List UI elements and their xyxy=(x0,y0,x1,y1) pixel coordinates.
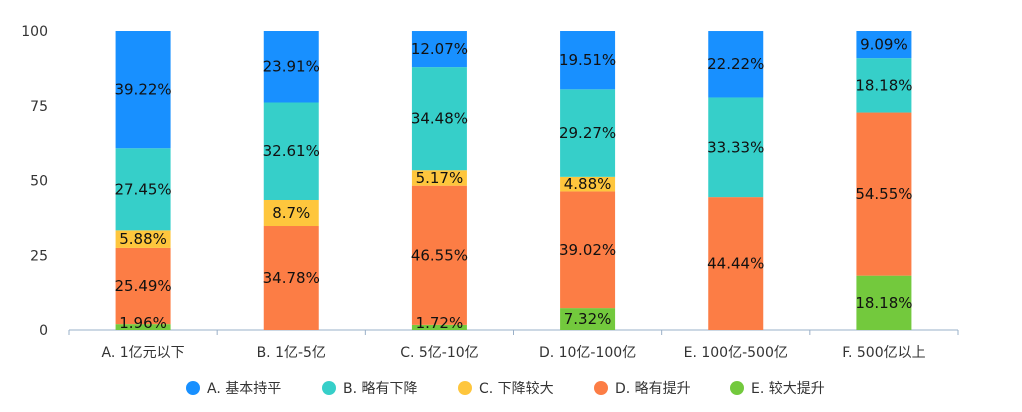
bar-segment[interactable] xyxy=(708,197,764,330)
legend-item[interactable]: D. 略有提升 xyxy=(594,381,691,397)
bar-segment[interactable] xyxy=(560,191,616,309)
data-label: 34.78% xyxy=(263,269,320,287)
x-tick-label: D. 10亿-100亿 xyxy=(539,345,636,361)
data-label: 23.91% xyxy=(263,58,320,76)
y-tick-label: 75 xyxy=(30,99,48,115)
data-label: 33.33% xyxy=(707,138,764,156)
y-tick-label: 0 xyxy=(39,323,48,339)
bar-segment[interactable] xyxy=(708,31,764,98)
data-label: 12.07% xyxy=(411,40,468,58)
data-label: 4.88% xyxy=(564,175,612,193)
bar-segment[interactable] xyxy=(115,148,171,231)
bar-segment[interactable] xyxy=(411,31,467,68)
bar-segment[interactable] xyxy=(856,275,912,330)
bar-segment[interactable] xyxy=(263,199,319,227)
data-labels: 1.96% 25.49% 5.88% 27.45% 39.22% 34.78% 8.7% 32… xyxy=(114,36,912,332)
data-label: 1.96% xyxy=(119,314,167,332)
legend-item[interactable]: C. 下降较大 xyxy=(458,381,554,397)
data-label: 25.49% xyxy=(114,277,171,295)
data-label: 1.72% xyxy=(416,314,464,332)
data-label: 39.02% xyxy=(559,241,616,259)
bar-segment[interactable] xyxy=(263,31,319,103)
bar-segment[interactable] xyxy=(115,324,171,330)
bar-segment[interactable] xyxy=(411,170,467,186)
data-label: 22.22% xyxy=(707,55,764,73)
data-label: 29.27% xyxy=(559,124,616,142)
bar-segment[interactable] xyxy=(560,308,616,330)
legend-item[interactable]: E. 较大提升 xyxy=(730,381,825,397)
data-label: 39.22% xyxy=(114,81,171,99)
y-axis-ticks: 0 25 50 75 100 xyxy=(21,24,48,339)
bar-segment[interactable] xyxy=(560,89,616,177)
bar-segment[interactable] xyxy=(411,67,467,171)
legend-label: E. 较大提升 xyxy=(751,381,825,397)
y-tick-label: 50 xyxy=(30,174,48,190)
x-tick-label: B. 1亿-5亿 xyxy=(257,345,326,361)
data-label: 7.32% xyxy=(564,310,612,328)
bar-segment[interactable] xyxy=(115,230,171,248)
data-label: 54.55% xyxy=(855,185,912,203)
data-label: 5.17% xyxy=(416,169,464,187)
bar-segment[interactable] xyxy=(263,226,319,330)
data-label: 46.55% xyxy=(411,246,468,264)
bar-segment[interactable] xyxy=(560,176,616,192)
legend-label: A. 基本持平 xyxy=(207,380,281,397)
data-label: 44.44% xyxy=(707,255,764,273)
bar-segment[interactable] xyxy=(115,31,171,149)
bar-segment[interactable] xyxy=(560,31,616,90)
data-label: 34.48% xyxy=(411,110,468,128)
data-label: 8.7% xyxy=(272,204,310,222)
bar-segment[interactable] xyxy=(708,97,764,198)
legend[interactable]: A. 基本持平 B. 略有下降 C. 下降较大 D. 略有提升 E. 较大提升 xyxy=(186,380,825,397)
bar-segment[interactable] xyxy=(263,102,319,200)
bar-segment[interactable] xyxy=(411,324,467,330)
bar-segment[interactable] xyxy=(411,185,467,325)
legend-marker xyxy=(458,381,472,395)
x-tick-label: E. 100亿-500亿 xyxy=(684,345,788,361)
legend-label: C. 下降较大 xyxy=(479,381,554,397)
x-axis-ticks: A. 1亿元以下 B. 1亿-5亿 C. 5亿-10亿 D. 10亿-100亿 E. 1… xyxy=(68,330,959,361)
data-label: 19.51% xyxy=(559,51,616,69)
bar-segment[interactable] xyxy=(856,58,912,113)
legend-marker xyxy=(730,381,744,395)
data-label: 18.18% xyxy=(855,294,912,312)
bar-segment[interactable] xyxy=(856,112,912,276)
data-label: 9.09% xyxy=(860,36,908,54)
bar-segment[interactable] xyxy=(115,247,171,325)
data-label: 32.61% xyxy=(263,142,320,160)
data-label: 18.18% xyxy=(855,76,912,94)
y-tick-label: 25 xyxy=(30,248,48,264)
bar-segment[interactable] xyxy=(856,31,912,59)
x-tick-label: C. 5亿-10亿 xyxy=(400,345,478,361)
legend-label: D. 略有提升 xyxy=(615,381,691,397)
y-tick-label: 100 xyxy=(21,24,48,40)
data-label: 5.88% xyxy=(119,230,167,248)
x-tick-label: F. 500亿以上 xyxy=(842,345,925,361)
bars xyxy=(115,31,912,330)
legend-item[interactable]: A. 基本持平 xyxy=(186,380,281,397)
data-label: 27.45% xyxy=(114,180,171,198)
legend-label: B. 略有下降 xyxy=(343,381,418,397)
legend-item[interactable]: B. 略有下降 xyxy=(322,381,418,397)
legend-marker xyxy=(322,381,336,395)
legend-marker xyxy=(594,381,608,395)
x-tick-label: A. 1亿元以下 xyxy=(102,345,185,361)
legend-marker xyxy=(186,381,200,395)
